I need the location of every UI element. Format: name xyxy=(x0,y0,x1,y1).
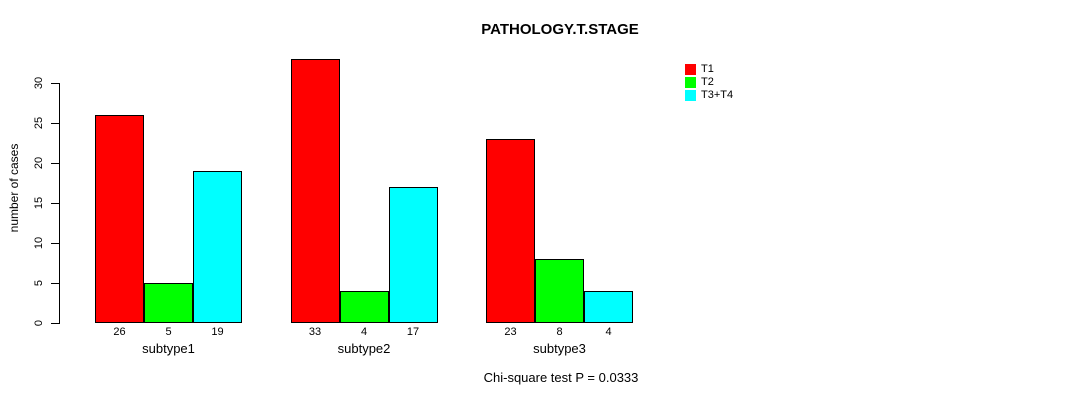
bar-value-label: 19 xyxy=(211,326,224,338)
bar-t3+t4-subtype1 xyxy=(193,171,242,323)
y-axis-tick-label: 30 xyxy=(33,76,45,90)
bar-t3+t4-subtype2 xyxy=(388,187,438,323)
y-axis-tick xyxy=(51,243,60,244)
bar-value-label: 26 xyxy=(113,326,126,338)
bar-value-label: 33 xyxy=(308,326,322,338)
y-axis-tick-label: 0 xyxy=(33,319,45,327)
category-label-subtype3: subtype3 xyxy=(533,341,586,356)
y-axis-tick xyxy=(51,83,60,84)
bar-t1-subtype3 xyxy=(486,139,535,323)
y-axis-tick xyxy=(51,163,60,164)
y-axis-tick xyxy=(51,323,60,324)
bar-value-label: 17 xyxy=(406,326,420,338)
legend-label: T2 xyxy=(701,76,714,88)
legend-label: T1 xyxy=(701,63,714,75)
y-axis-tick xyxy=(51,203,60,204)
bar-value-label: 23 xyxy=(504,326,517,338)
y-axis-tick-label: 5 xyxy=(33,279,45,287)
legend-swatch-t2 xyxy=(685,77,696,88)
legend-swatch-t1 xyxy=(685,64,696,75)
legend-item: T3+T4 xyxy=(685,90,733,101)
bar-value-label: 4 xyxy=(605,326,612,338)
category-label-subtype2: subtype2 xyxy=(337,341,391,356)
bar-t1-subtype2 xyxy=(290,59,340,323)
bar-value-label: 8 xyxy=(556,326,563,338)
legend-label: T3+T4 xyxy=(701,89,734,101)
y-axis-tick-label: 10 xyxy=(33,236,45,250)
legend-item: T2 xyxy=(685,77,733,88)
legend: T1 T2 T3+T4 xyxy=(685,64,733,101)
legend-item: T1 xyxy=(685,64,733,75)
y-axis-tick-label: 20 xyxy=(33,156,45,170)
y-axis-tick xyxy=(51,123,60,124)
bar-t2-subtype2 xyxy=(339,291,389,323)
y-axis-tick-label: 25 xyxy=(33,116,45,130)
y-axis-label: number of cases xyxy=(7,143,21,233)
y-axis-tick-label: 15 xyxy=(33,196,45,210)
bar-t1-subtype1 xyxy=(95,115,144,323)
bar-value-label: 4 xyxy=(360,326,368,338)
bar-t2-subtype3 xyxy=(535,259,584,323)
chart-title: PATHOLOGY.T.STAGE xyxy=(481,21,639,38)
bar-t3+t4-subtype3 xyxy=(584,291,633,323)
bar-t2-subtype1 xyxy=(144,283,193,323)
bar-value-label: 5 xyxy=(165,326,172,338)
category-label-subtype1: subtype1 xyxy=(142,341,195,356)
footer-note: Chi-square test P = 0.0333 xyxy=(483,370,639,385)
legend-swatch-t3+t4 xyxy=(685,90,696,101)
y-axis-tick xyxy=(51,283,60,284)
